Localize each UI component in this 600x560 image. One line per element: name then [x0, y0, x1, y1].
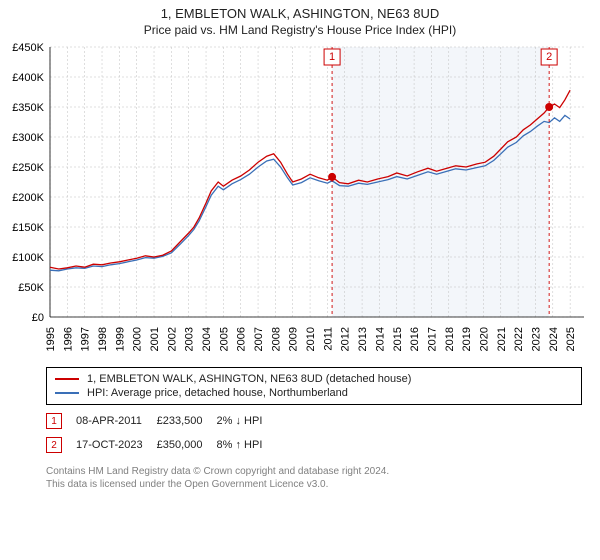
event-price: £350,000: [157, 433, 217, 457]
event-delta: 2% ↓ HPI: [217, 409, 277, 433]
legend-swatch: [55, 392, 79, 394]
svg-text:2025: 2025: [565, 327, 577, 351]
svg-text:£150K: £150K: [12, 222, 44, 234]
event-price: £233,500: [157, 409, 217, 433]
svg-text:2: 2: [546, 51, 552, 63]
svg-text:2010: 2010: [305, 327, 317, 351]
svg-text:2001: 2001: [149, 327, 161, 351]
event-marker-box: 1: [46, 413, 62, 429]
svg-text:2023: 2023: [530, 327, 542, 351]
footer-line-2: This data is licensed under the Open Gov…: [46, 478, 582, 491]
svg-text:2008: 2008: [270, 327, 282, 351]
svg-text:2000: 2000: [132, 327, 144, 351]
chart-titles: 1, EMBLETON WALK, ASHINGTON, NE63 8UD Pr…: [0, 0, 600, 41]
svg-text:2014: 2014: [374, 327, 386, 351]
svg-text:£200K: £200K: [12, 192, 44, 204]
svg-text:£50K: £50K: [18, 282, 44, 294]
event-delta: 8% ↑ HPI: [217, 433, 277, 457]
svg-text:2009: 2009: [288, 327, 300, 351]
svg-text:1997: 1997: [80, 327, 92, 351]
legend-label: HPI: Average price, detached house, Nort…: [87, 387, 348, 399]
svg-text:2021: 2021: [496, 327, 508, 351]
svg-text:2012: 2012: [340, 327, 352, 351]
price-chart: £0 £50K £100K £150K £200K £250K £300K £350K £400…: [0, 41, 600, 361]
svg-text:£450K: £450K: [12, 42, 44, 54]
title-line-1: 1, EMBLETON WALK, ASHINGTON, NE63 8UD: [10, 6, 590, 21]
svg-text:2024: 2024: [548, 327, 560, 351]
svg-text:2002: 2002: [166, 327, 178, 351]
svg-text:2018: 2018: [444, 327, 456, 351]
svg-text:1998: 1998: [97, 327, 109, 351]
legend-swatch: [55, 378, 79, 380]
svg-text:1999: 1999: [114, 327, 126, 351]
svg-text:2005: 2005: [218, 327, 230, 351]
svg-text:£100K: £100K: [12, 252, 44, 264]
event-dot: [328, 173, 336, 181]
event-row: 1 08-APR-2011 £233,500 2% ↓ HPI: [46, 409, 276, 433]
svg-text:£250K: £250K: [12, 162, 44, 174]
legend-item: HPI: Average price, detached house, Nort…: [55, 386, 573, 400]
svg-text:2020: 2020: [478, 327, 490, 351]
svg-text:2015: 2015: [392, 327, 404, 351]
svg-text:£300K: £300K: [12, 132, 44, 144]
svg-text:2013: 2013: [357, 327, 369, 351]
event-marker-box: 2: [46, 437, 62, 453]
svg-text:1995: 1995: [45, 327, 57, 351]
footer-attribution: Contains HM Land Registry data © Crown c…: [46, 465, 582, 491]
event-dot: [545, 103, 553, 111]
svg-text:2017: 2017: [426, 327, 438, 351]
svg-text:2011: 2011: [322, 327, 334, 351]
svg-text:£0: £0: [32, 312, 44, 324]
title-line-2: Price paid vs. HM Land Registry's House …: [10, 23, 590, 37]
svg-text:£400K: £400K: [12, 72, 44, 84]
svg-text:2004: 2004: [201, 327, 213, 351]
svg-text:£350K: £350K: [12, 102, 44, 114]
svg-text:1: 1: [329, 51, 335, 63]
svg-text:2022: 2022: [513, 327, 525, 351]
svg-text:2019: 2019: [461, 327, 473, 351]
footer-line-1: Contains HM Land Registry data © Crown c…: [46, 465, 582, 478]
legend-item: 1, EMBLETON WALK, ASHINGTON, NE63 8UD (d…: [55, 372, 573, 386]
events-table: 1 08-APR-2011 £233,500 2% ↓ HPI 2 17-OCT…: [46, 409, 582, 457]
legend-label: 1, EMBLETON WALK, ASHINGTON, NE63 8UD (d…: [87, 373, 411, 385]
svg-text:2007: 2007: [253, 327, 265, 351]
svg-text:1996: 1996: [62, 327, 74, 351]
svg-text:2006: 2006: [236, 327, 248, 351]
event-row: 2 17-OCT-2023 £350,000 8% ↑ HPI: [46, 433, 276, 457]
svg-text:2003: 2003: [184, 327, 196, 351]
event-date: 17-OCT-2023: [76, 433, 157, 457]
svg-text:2016: 2016: [409, 327, 421, 351]
chart-legend: 1, EMBLETON WALK, ASHINGTON, NE63 8UD (d…: [46, 367, 582, 405]
event-date: 08-APR-2011: [76, 409, 157, 433]
